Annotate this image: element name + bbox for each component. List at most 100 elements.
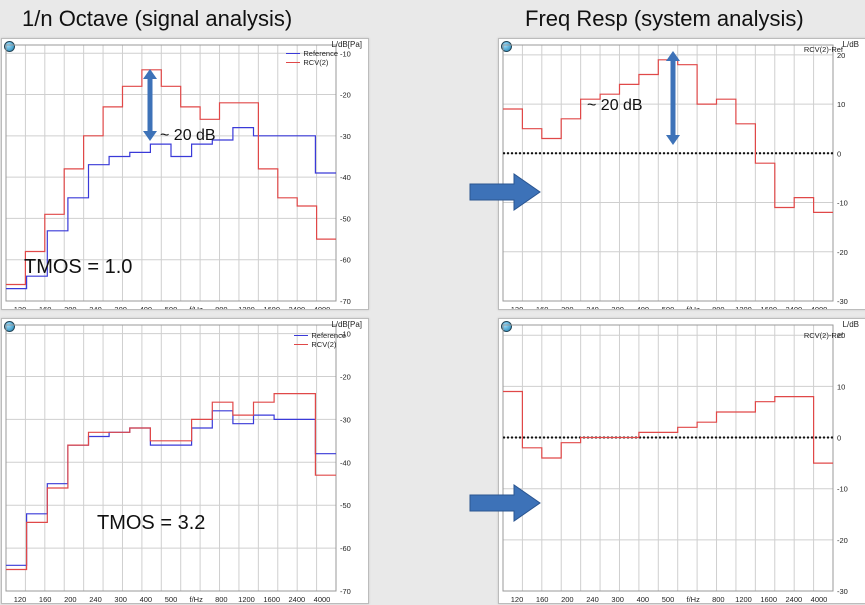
tmos-label: TMOS = 3.2 xyxy=(97,512,206,534)
legend-swatch-reference xyxy=(294,335,309,336)
y-tick-label: 0 xyxy=(837,434,841,443)
x-tick-label: 240 xyxy=(89,595,102,603)
x-tick-label: 200 xyxy=(561,305,574,309)
plot-frame xyxy=(502,324,834,592)
legend-swatch-reference xyxy=(286,53,301,54)
y-tick-label: -20 xyxy=(340,372,351,381)
series-line-rcv-2- xyxy=(6,69,336,286)
chart-svg-bottom-right: 20 10 0 -10 -20 -30 120 160 200 240 300 400 500 f/Hz 8… xyxy=(502,324,848,603)
chart-panel-bottom-right: 20 10 0 -10 -20 -30 120 160 200 240 300 400 500 f/Hz 8… xyxy=(498,318,865,604)
x-tick-label: 1200 xyxy=(735,595,752,603)
legend-label-difference: RCV(2)-Ref xyxy=(803,45,843,54)
y-unit-label: L/dB xyxy=(842,320,859,329)
annotation-20db: ~ 20 dB xyxy=(160,127,216,144)
globe-icon xyxy=(4,41,15,52)
x-tick-label: 160 xyxy=(39,595,52,603)
y-unit-label: L/dB[Pa] xyxy=(331,40,362,49)
x-tick-label: 400 xyxy=(140,305,153,309)
double-arrow-icon xyxy=(666,51,680,145)
y-tick-label: -40 xyxy=(340,458,351,467)
y-tick-label: -10 xyxy=(837,485,848,494)
legend-label-rcv: RCV(2) xyxy=(311,340,337,349)
legend-swatch-rcv xyxy=(286,62,301,63)
y-tick-label: -30 xyxy=(837,297,848,306)
annotation-20db: ~ 20 dB xyxy=(587,97,643,114)
x-tick-label: 800 xyxy=(712,305,725,309)
y-tick-label: -10 xyxy=(340,330,351,339)
x-tick-label: 4000 xyxy=(811,305,828,309)
x-tick-label: 240 xyxy=(89,305,102,309)
x-tick-label: 2400 xyxy=(288,305,305,309)
y-tick-label: 20 xyxy=(837,51,845,60)
double-arrow-icon xyxy=(143,69,157,141)
x-tick-label: 1600 xyxy=(263,595,280,603)
x-tick-label: 300 xyxy=(611,305,624,309)
y-tick-label: -10 xyxy=(837,199,848,208)
y-tick-label: -50 xyxy=(340,214,351,223)
chart-panel-top-right: 20 10 0 -10 -20 -30 120 160 200 240 300 400 500 f/Hz 8… xyxy=(498,38,865,310)
y-unit-label: L/dB[Pa] xyxy=(331,320,362,329)
x-tick-label: 1600 xyxy=(760,305,777,309)
chart-svg-bottom-left: -10 -20 -30 -40 -50 -60 -70 120 160 200 240 300 400 5… xyxy=(5,324,351,603)
x-tick-label: f/Hz xyxy=(686,595,700,603)
y-tick-label: -30 xyxy=(340,415,351,424)
chart-svg-top-right: 20 10 0 -10 -20 -30 120 160 200 240 300 400 500 f/Hz 8… xyxy=(502,44,848,309)
x-tick-label: 160 xyxy=(39,305,52,309)
legend: Reference RCV(2) xyxy=(294,331,346,349)
y-tick-label: 10 xyxy=(837,100,845,109)
legend-label-rcv: RCV(2) xyxy=(303,58,329,67)
x-tick-label: 800 xyxy=(215,305,228,309)
legend-label-difference: RCV(2)-Ref xyxy=(803,331,843,340)
x-tick-label: f/Hz xyxy=(189,305,203,309)
legend-label-reference: Reference xyxy=(303,49,338,58)
x-tick-label: 300 xyxy=(114,595,127,603)
globe-icon xyxy=(4,321,15,332)
y-tick-label: -30 xyxy=(340,132,351,141)
y-tick-label: -40 xyxy=(340,173,351,182)
x-tick-label: 1600 xyxy=(760,595,777,603)
plot-frame xyxy=(5,324,337,592)
y-unit-label: L/dB xyxy=(842,40,859,49)
chart-panel-top-left: -10 -20 -30 -40 -50 -60 -70 120 160 200 240 300 400 5… xyxy=(1,38,369,310)
y-tick-label: -60 xyxy=(340,256,351,265)
chart-svg-top-left: -10 -20 -30 -40 -50 -60 -70 120 160 200 240 300 400 5… xyxy=(5,44,351,309)
x-tick-label: 400 xyxy=(637,305,650,309)
y-tick-label: 20 xyxy=(837,331,845,340)
y-tick-label: -10 xyxy=(340,49,351,58)
x-tick-label: 120 xyxy=(14,595,27,603)
x-tick-label: 400 xyxy=(140,595,153,603)
y-tick-label: 10 xyxy=(837,382,845,391)
x-tick-label: 400 xyxy=(637,595,650,603)
legend: Reference RCV(2) xyxy=(286,49,338,67)
y-tick-label: -70 xyxy=(340,587,351,596)
x-tick-label: 4000 xyxy=(314,305,331,309)
y-tick-label: -60 xyxy=(340,544,351,553)
x-tick-label: 2400 xyxy=(785,305,802,309)
legend: RCV(2)-Ref xyxy=(804,45,843,54)
x-tick-label: 2400 xyxy=(288,595,305,603)
right-heading: Freq Resp (system analysis) xyxy=(525,6,804,31)
x-tick-label: 500 xyxy=(662,305,675,309)
x-tick-label: f/Hz xyxy=(686,305,700,309)
x-tick-label: 1600 xyxy=(263,305,280,309)
x-tick-label: 4000 xyxy=(811,595,828,603)
x-tick-label: 500 xyxy=(662,595,675,603)
y-tick-label: -30 xyxy=(837,587,848,596)
series-line-rcv-2- xyxy=(6,393,336,571)
legend: RCV(2)-Ref xyxy=(804,331,843,340)
globe-icon xyxy=(501,41,512,52)
x-tick-label: 800 xyxy=(215,595,228,603)
legend-swatch-rcv xyxy=(294,344,309,345)
x-tick-label: 120 xyxy=(511,305,524,309)
y-tick-label: 0 xyxy=(837,149,841,158)
tmos-label: TMOS = 1.0 xyxy=(24,256,133,278)
x-tick-label: 160 xyxy=(536,595,549,603)
right-arrow-icon xyxy=(469,173,541,211)
x-tick-label: 1200 xyxy=(238,595,255,603)
x-tick-label: 240 xyxy=(586,595,599,603)
x-tick-label: 2400 xyxy=(785,595,802,603)
x-tick-label: 300 xyxy=(114,305,127,309)
x-tick-label: 120 xyxy=(511,595,524,603)
y-tick-label: -20 xyxy=(340,91,351,100)
x-tick-label: 1200 xyxy=(735,305,752,309)
